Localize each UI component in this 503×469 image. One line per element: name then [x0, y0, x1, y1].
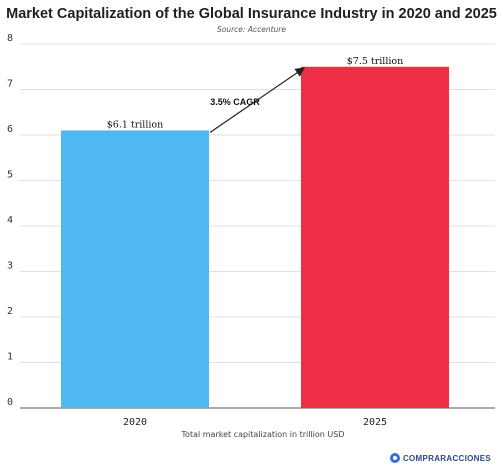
- y-tick-label: 8: [7, 33, 13, 44]
- logo-text: COMPRARACCIONES: [402, 453, 491, 463]
- y-tick-label: 0: [7, 397, 13, 408]
- x-axis-label: Total market capitalization in trillion …: [181, 430, 345, 439]
- bar-2025: [301, 66, 449, 408]
- cagr-arrow: [209, 67, 305, 133]
- y-tick-label: 3: [7, 261, 13, 272]
- y-tick-label: 7: [7, 79, 13, 90]
- brand-logo: COMPRARACCIONES: [389, 453, 491, 463]
- logo-circle-icon: [389, 453, 400, 463]
- data-label-2020: $6.1 trillion: [107, 119, 164, 130]
- data-label-2025: $7.5 trillion: [347, 56, 404, 67]
- x-tick-label: 2025: [363, 417, 387, 428]
- y-tick-label: 5: [7, 170, 13, 181]
- chart-subtitle: Source: Accenture: [217, 25, 286, 34]
- x-tick-label: 2020: [123, 417, 147, 428]
- y-tick-label: 6: [7, 124, 13, 135]
- bar-2020: [61, 130, 209, 408]
- y-tick-label: 2: [7, 306, 13, 317]
- y-tick-label: 1: [7, 352, 13, 363]
- chart-title: Market Capitalization of the Global Insu…: [6, 6, 497, 22]
- y-tick-label: 4: [7, 215, 13, 226]
- cagr-annotation: 3.5% CAGR: [210, 97, 260, 107]
